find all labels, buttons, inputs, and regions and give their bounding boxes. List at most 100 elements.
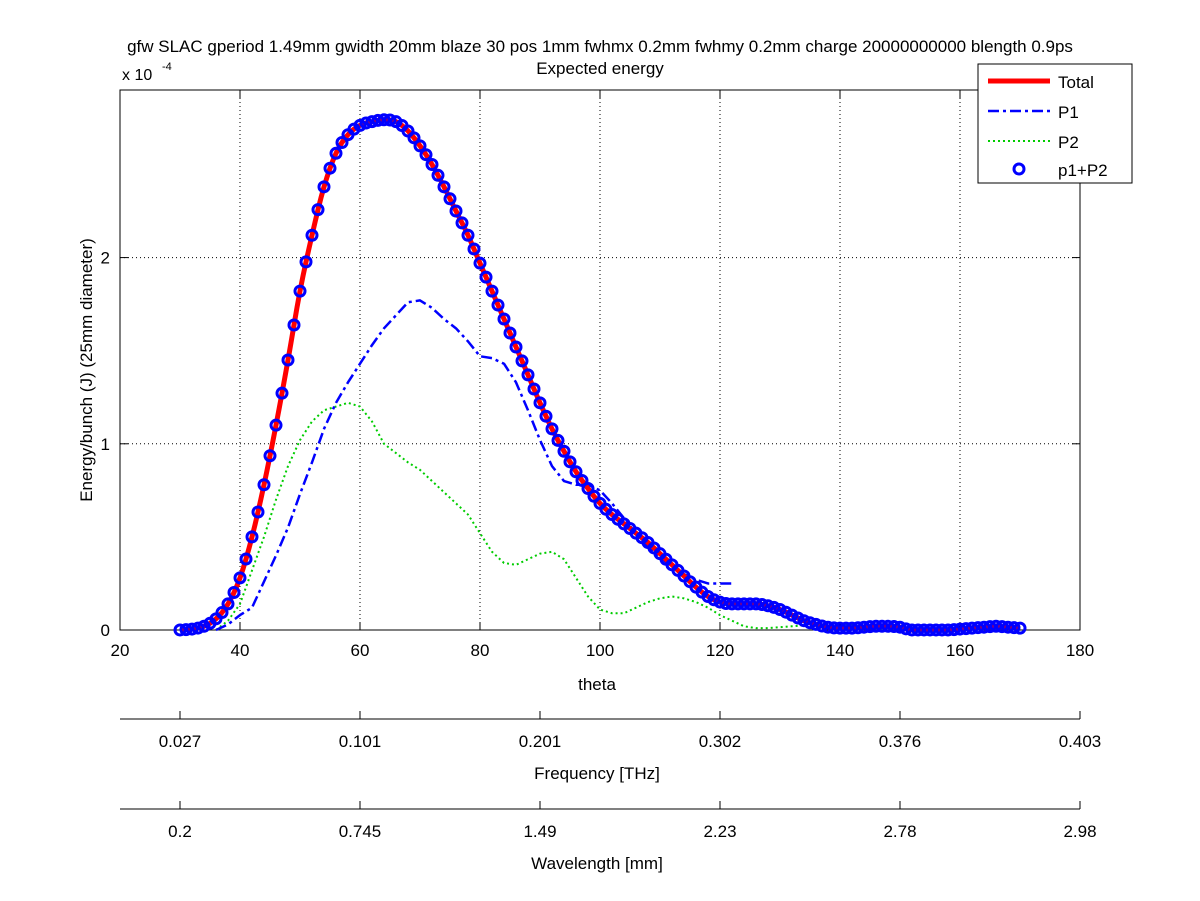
data-point-marker (515, 354, 529, 368)
data-point-marker (983, 620, 997, 634)
data-point-marker (977, 620, 991, 634)
secondary-tick-label: 0.745 (339, 822, 382, 841)
data-point-marker (863, 620, 877, 634)
data-point-marker (425, 157, 439, 171)
data-point-marker (521, 368, 535, 382)
data-point-marker (509, 340, 523, 354)
data-point-marker (563, 455, 577, 469)
data-point-marker (989, 619, 1003, 633)
data-point-marker (959, 622, 973, 636)
data-point-marker (581, 481, 595, 495)
legend-label-p2: P2 (1058, 133, 1079, 152)
data-point-marker (761, 599, 775, 613)
x-axis-label: theta (578, 675, 616, 694)
data-point-marker (539, 409, 553, 423)
data-point-marker (179, 623, 193, 637)
data-point-marker (329, 146, 343, 160)
data-point-marker (731, 597, 745, 611)
y-multiplier-exponent: -4 (162, 61, 172, 73)
data-point-marker (869, 619, 883, 633)
data-point-marker (437, 180, 451, 194)
data-point-marker (461, 228, 475, 242)
x-tick-label: 180 (1066, 641, 1094, 660)
data-point-marker (809, 617, 823, 631)
frequency-axis: 0.027 0.101 0.201 0.302 0.376 0.403 Frequency… (120, 711, 1101, 783)
legend-label-total: Total (1058, 73, 1094, 92)
data-point-marker (845, 621, 859, 635)
wavelength-axis: 0.2 0.745 1.49 2.23 2.78 2.98 Wavelength [mm] (120, 801, 1097, 873)
data-point-marker (335, 135, 349, 149)
data-point-marker (857, 620, 871, 634)
legend: Total P1 P2 p1+P2 (977, 63, 1133, 184)
data-point-marker (965, 621, 979, 635)
data-point-marker (269, 418, 283, 432)
data-point-marker (233, 571, 247, 585)
legend-box (977, 63, 1133, 184)
data-point-marker (797, 614, 811, 628)
legend-label-sum: p1+P2 (1058, 161, 1108, 180)
data-point-marker (719, 596, 733, 610)
x-tick-labels: 20 40 60 80 100 120 140 160 180 (111, 641, 1095, 660)
data-point-marker (281, 353, 295, 367)
data-point-marker (263, 449, 277, 463)
data-point-marker (737, 597, 751, 611)
data-point-marker (929, 623, 943, 637)
data-point-marker (221, 597, 235, 611)
y-axis-label: Energy/bunch (J) (25mm diameter) (77, 238, 96, 502)
x-tick-label: 120 (706, 641, 734, 660)
x-tick-label: 140 (826, 641, 854, 660)
x-tick-label: 80 (471, 641, 490, 660)
x-tick-label: 20 (111, 641, 130, 660)
y-multiplier: x 10 -4 (122, 61, 172, 84)
secondary-tick-label: 1.49 (523, 822, 556, 841)
y-tick-label: 1 (101, 435, 110, 454)
data-point-marker (371, 113, 385, 127)
wavelength-axis-label: Wavelength [mm] (531, 854, 663, 873)
data-point-marker (245, 530, 259, 544)
data-point-marker (377, 113, 391, 127)
data-point-marker (707, 593, 721, 607)
data-point-marker (227, 586, 241, 600)
data-point-marker (713, 595, 727, 609)
data-point-marker (815, 619, 829, 633)
data-point-marker (881, 619, 895, 633)
data-point-marker (257, 478, 271, 492)
data-point-marker (743, 597, 757, 611)
x-tick-label: 40 (231, 641, 250, 660)
secondary-tick-label: 2.78 (883, 822, 916, 841)
data-point-marker (443, 192, 457, 206)
data-point-marker (413, 139, 427, 153)
data-point-marker (533, 396, 547, 410)
data-point-marker (569, 465, 583, 479)
data-point-marker (479, 270, 493, 284)
data-point-marker (893, 620, 907, 634)
frequency-axis-ticks: 0.027 0.101 0.201 0.302 0.376 0.403 (159, 711, 1101, 751)
data-point-marker (359, 116, 373, 130)
data-point-marker (911, 623, 925, 637)
data-point-marker (287, 318, 301, 332)
x-tick-label: 160 (946, 641, 974, 660)
x-tick-label: 100 (586, 641, 614, 660)
legend-swatch-sum (1012, 162, 1026, 176)
data-point-marker (299, 255, 313, 269)
data-point-marker (875, 619, 889, 633)
data-point-marker (821, 620, 835, 634)
data-point-marker (275, 386, 289, 400)
data-point-marker (887, 620, 901, 634)
data-point-marker (353, 118, 367, 132)
data-point-marker (995, 620, 1009, 634)
secondary-tick-label: 2.98 (1063, 822, 1096, 841)
legend-label-p1: P1 (1058, 103, 1079, 122)
data-point-marker (365, 115, 379, 129)
chart-title-line2: Expected energy (536, 59, 664, 78)
y-multiplier-base: x 10 (122, 67, 152, 84)
data-point-marker (305, 228, 319, 242)
data-point-marker (953, 622, 967, 636)
data-point-marker (935, 623, 949, 637)
data-point-marker (899, 622, 913, 636)
data-point-marker (803, 616, 817, 630)
data-point-marker (917, 623, 931, 637)
data-point-marker (923, 623, 937, 637)
data-point-marker (173, 623, 187, 637)
